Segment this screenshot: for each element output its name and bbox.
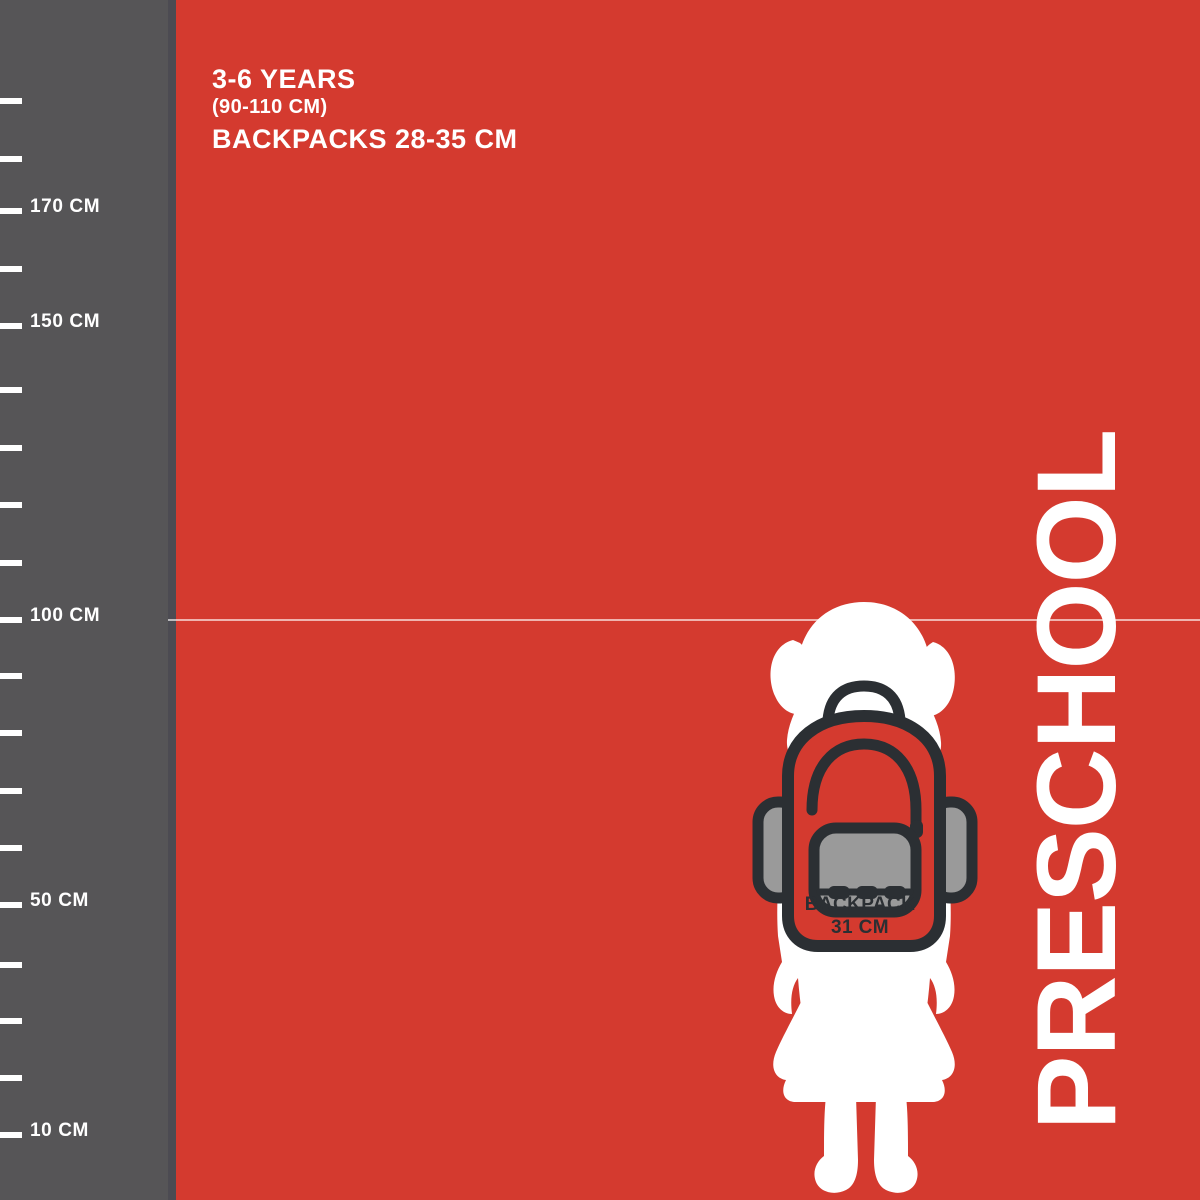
stage-label-container: PRESCHOOL bbox=[1012, 400, 1142, 1160]
ruler-label-50: 50 CM bbox=[30, 890, 89, 911]
backpack-zipper-dash bbox=[828, 886, 850, 899]
ruler-tick-100 bbox=[0, 617, 22, 623]
ruler-tick-150 bbox=[0, 323, 22, 329]
ruler-tick bbox=[0, 266, 22, 272]
ruler-tick bbox=[0, 788, 22, 794]
ruler-tick bbox=[0, 1075, 22, 1081]
backpack-caption-line2: 31 CM bbox=[831, 917, 889, 939]
header-height-range: (90-110 CM) bbox=[212, 96, 328, 119]
ruler-tick-10 bbox=[0, 1132, 22, 1138]
height-ruler-panel bbox=[0, 0, 168, 1200]
stage-label-preschool: PRESCHOOL bbox=[1014, 429, 1139, 1131]
ruler-tick bbox=[0, 387, 22, 393]
header-backpack-range: BACKPACKS 28-35 CM bbox=[212, 124, 518, 155]
ruler-edge-stripe bbox=[168, 0, 176, 1200]
header-age-range: 3-6 YEARS bbox=[212, 64, 356, 94]
ruler-tick bbox=[0, 962, 22, 968]
ruler-tick-50 bbox=[0, 902, 22, 908]
backpack-caption-line1: BACKPACK bbox=[804, 894, 916, 915]
ruler-tick bbox=[0, 156, 22, 162]
ruler-label-10: 10 CM bbox=[30, 1120, 89, 1141]
backpack-icon bbox=[752, 680, 978, 952]
ruler-tick bbox=[0, 673, 22, 679]
ruler-tick bbox=[0, 1018, 22, 1024]
backpack-zipper-dash bbox=[856, 886, 878, 899]
backpack-flap-seam bbox=[806, 738, 922, 832]
ruler-label-100: 100 CM bbox=[30, 605, 101, 626]
ruler-label-170: 170 CM bbox=[30, 196, 101, 217]
ruler-tick bbox=[0, 845, 22, 851]
ruler-tick bbox=[0, 502, 22, 508]
ruler-tick bbox=[0, 98, 22, 104]
ruler-tick bbox=[0, 730, 22, 736]
ruler-tick bbox=[0, 560, 22, 566]
backpack-zipper-dash bbox=[884, 886, 906, 899]
child-figure-with-backpack bbox=[730, 600, 1000, 1200]
header-text-block: 3-6 YEARS (90-110 CM) BACKPACKS 28-35 CM bbox=[212, 64, 518, 155]
ruler-tick bbox=[0, 445, 22, 451]
backpack-size-caption: BACKPACK 31 CM bbox=[770, 893, 950, 939]
baseline-100cm bbox=[168, 619, 1200, 621]
ruler-label-150: 150 CM bbox=[30, 311, 101, 332]
ruler-tick-170 bbox=[0, 208, 22, 214]
